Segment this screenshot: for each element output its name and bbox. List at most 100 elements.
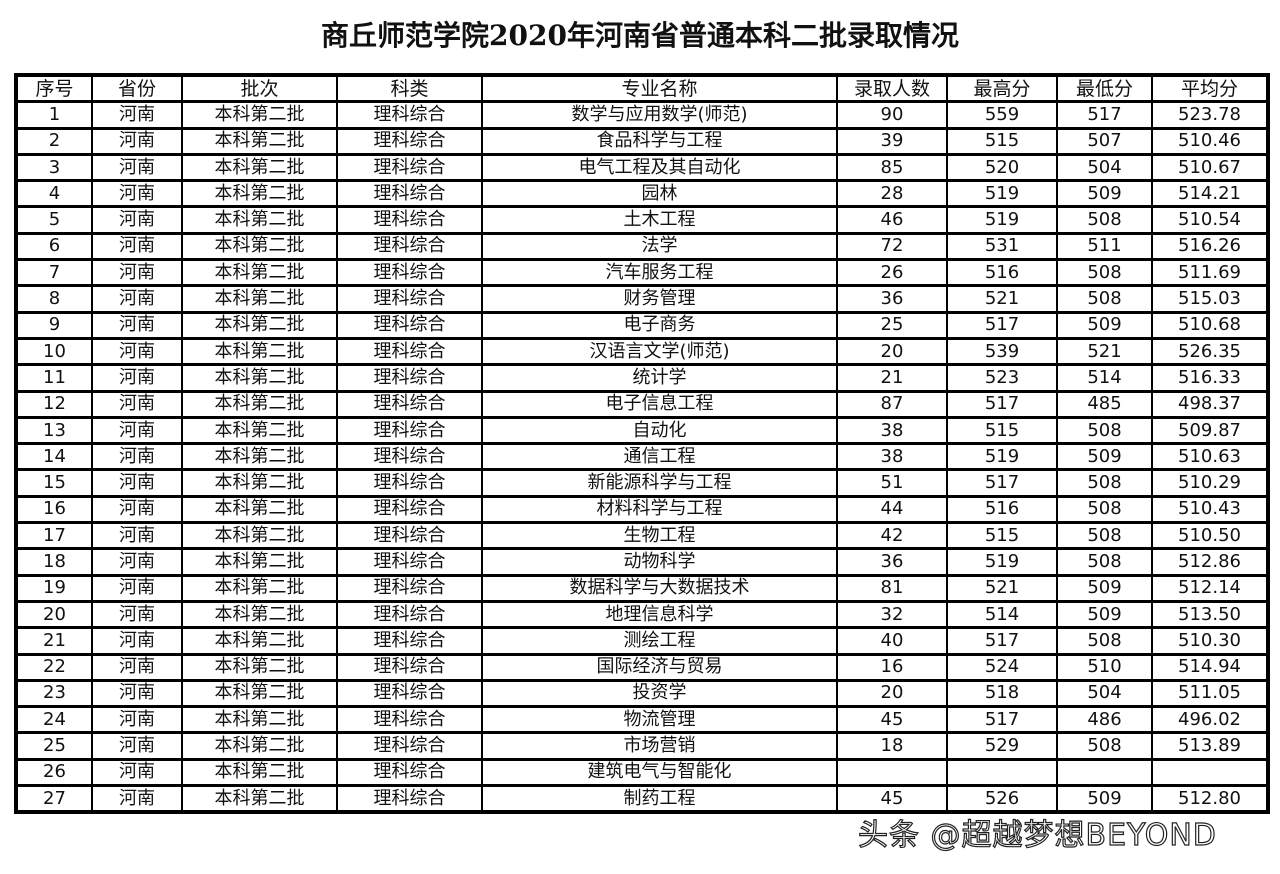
cell-admitted-count: 20 (836, 679, 948, 709)
cell-max-score: 531 (946, 232, 1058, 262)
cell-category: 理科综合 (336, 679, 483, 709)
cell-province: 河南 (91, 468, 183, 498)
cell-major: 制药工程 (481, 784, 838, 814)
cell-batch: 本科第二批 (181, 232, 338, 262)
cell-province: 河南 (91, 574, 183, 603)
cell-major: 统计学 (481, 363, 838, 393)
cell-batch: 本科第二批 (181, 758, 338, 788)
cell-min-score: 485 (1056, 390, 1153, 419)
cell-category: 理科综合 (336, 442, 483, 472)
cell-max-score: 539 (946, 337, 1058, 367)
cell-province: 河南 (91, 600, 183, 630)
cell-batch: 本科第二批 (181, 731, 338, 761)
cell-province: 河南 (91, 153, 183, 183)
cell-min-score: 508 (1056, 416, 1153, 446)
cell-avg-score (1151, 758, 1269, 788)
cell-index: 13 (15, 416, 93, 446)
cell-province: 河南 (91, 337, 183, 367)
cell-index: 2 (15, 127, 93, 156)
admission-table: 序号 省份 批次 科类 专业名称 录取人数 最高分 最低分 平均分 1 河南 本科第二批 理科综合 数学… (14, 73, 1270, 815)
cell-admitted-count: 21 (836, 363, 948, 393)
cell-index: 14 (15, 442, 93, 472)
cell-major: 财务管理 (481, 284, 838, 314)
cell-province: 河南 (91, 127, 183, 156)
header-category: 科类 (336, 74, 483, 104)
table-row: 22 河南 本科第二批 理科综合 国际经济与贸易 16 524 510 514.94 (15, 653, 1269, 682)
cell-batch: 本科第二批 (181, 547, 338, 577)
cell-min-score (1056, 758, 1153, 788)
cell-min-score: 508 (1056, 258, 1153, 288)
cell-major: 数学与应用数学(师范) (481, 100, 838, 130)
cell-avg-score: 510.50 (1151, 521, 1269, 551)
table-row: 13 河南 本科第二批 理科综合 自动化 38 515 508 509.87 (15, 416, 1269, 446)
cell-province: 河南 (91, 731, 183, 761)
cell-avg-score: 523.78 (1151, 100, 1269, 130)
cell-batch: 本科第二批 (181, 258, 338, 288)
cell-admitted-count (836, 758, 948, 788)
cell-major: 通信工程 (481, 442, 838, 472)
cell-batch: 本科第二批 (181, 626, 338, 656)
header-admitted-count: 录取人数 (836, 74, 948, 104)
cell-avg-score: 512.14 (1151, 574, 1269, 603)
cell-min-score: 508 (1056, 205, 1153, 235)
cell-batch: 本科第二批 (181, 153, 338, 183)
header-index: 序号 (15, 74, 93, 104)
cell-admitted-count: 51 (836, 468, 948, 498)
table-row: 20 河南 本科第二批 理科综合 地理信息科学 32 514 509 513.50 (15, 600, 1269, 630)
cell-index: 16 (15, 495, 93, 525)
cell-category: 理科综合 (336, 495, 483, 525)
cell-admitted-count: 16 (836, 653, 948, 682)
cell-index: 10 (15, 337, 93, 367)
cell-province: 河南 (91, 626, 183, 656)
cell-category: 理科综合 (336, 468, 483, 498)
cell-max-score: 519 (946, 547, 1058, 577)
cell-admitted-count: 44 (836, 495, 948, 525)
cell-major: 电子信息工程 (481, 390, 838, 419)
cell-admitted-count: 39 (836, 127, 948, 156)
table-row: 21 河南 本科第二批 理科综合 测绘工程 40 517 508 510.30 (15, 626, 1269, 656)
cell-batch: 本科第二批 (181, 100, 338, 130)
cell-category: 理科综合 (336, 258, 483, 288)
cell-index: 6 (15, 232, 93, 262)
cell-province: 河南 (91, 416, 183, 446)
cell-category: 理科综合 (336, 127, 483, 156)
cell-batch: 本科第二批 (181, 705, 338, 735)
table-row: 18 河南 本科第二批 理科综合 动物科学 36 519 508 512.86 (15, 547, 1269, 577)
cell-admitted-count: 36 (836, 547, 948, 577)
cell-major: 建筑电气与智能化 (481, 758, 838, 788)
cell-province: 河南 (91, 284, 183, 314)
document-title: 商丘师范学院2020年河南省普通本科二批录取情况 (321, 19, 959, 52)
cell-major: 汉语言文学(师范) (481, 337, 838, 367)
cell-index: 15 (15, 468, 93, 498)
cell-index: 4 (15, 179, 93, 209)
cell-batch: 本科第二批 (181, 416, 338, 446)
table-row: 24 河南 本科第二批 理科综合 物流管理 45 517 486 496.02 (15, 705, 1269, 735)
cell-category: 理科综合 (336, 153, 483, 183)
cell-batch: 本科第二批 (181, 784, 338, 814)
cell-avg-score: 510.67 (1151, 153, 1269, 183)
cell-index: 23 (15, 679, 93, 709)
cell-min-score: 509 (1056, 179, 1153, 209)
cell-index: 1 (15, 100, 93, 130)
cell-admitted-count: 32 (836, 600, 948, 630)
cell-batch: 本科第二批 (181, 468, 338, 498)
cell-min-score: 511 (1056, 232, 1153, 262)
cell-avg-score: 514.94 (1151, 653, 1269, 682)
cell-avg-score: 510.29 (1151, 468, 1269, 498)
cell-category: 理科综合 (336, 705, 483, 735)
cell-batch: 本科第二批 (181, 311, 338, 340)
cell-max-score: 519 (946, 442, 1058, 472)
cell-major: 电子商务 (481, 311, 838, 340)
cell-avg-score: 512.80 (1151, 784, 1269, 814)
cell-province: 河南 (91, 100, 183, 130)
cell-province: 河南 (91, 363, 183, 393)
cell-batch: 本科第二批 (181, 574, 338, 603)
cell-admitted-count: 40 (836, 626, 948, 656)
cell-avg-score: 515.03 (1151, 284, 1269, 314)
cell-avg-score: 511.69 (1151, 258, 1269, 288)
cell-min-score: 517 (1056, 100, 1153, 130)
cell-index: 11 (15, 363, 93, 393)
cell-avg-score: 510.63 (1151, 442, 1269, 472)
cell-avg-score: 510.43 (1151, 495, 1269, 525)
cell-max-score: 517 (946, 468, 1058, 498)
